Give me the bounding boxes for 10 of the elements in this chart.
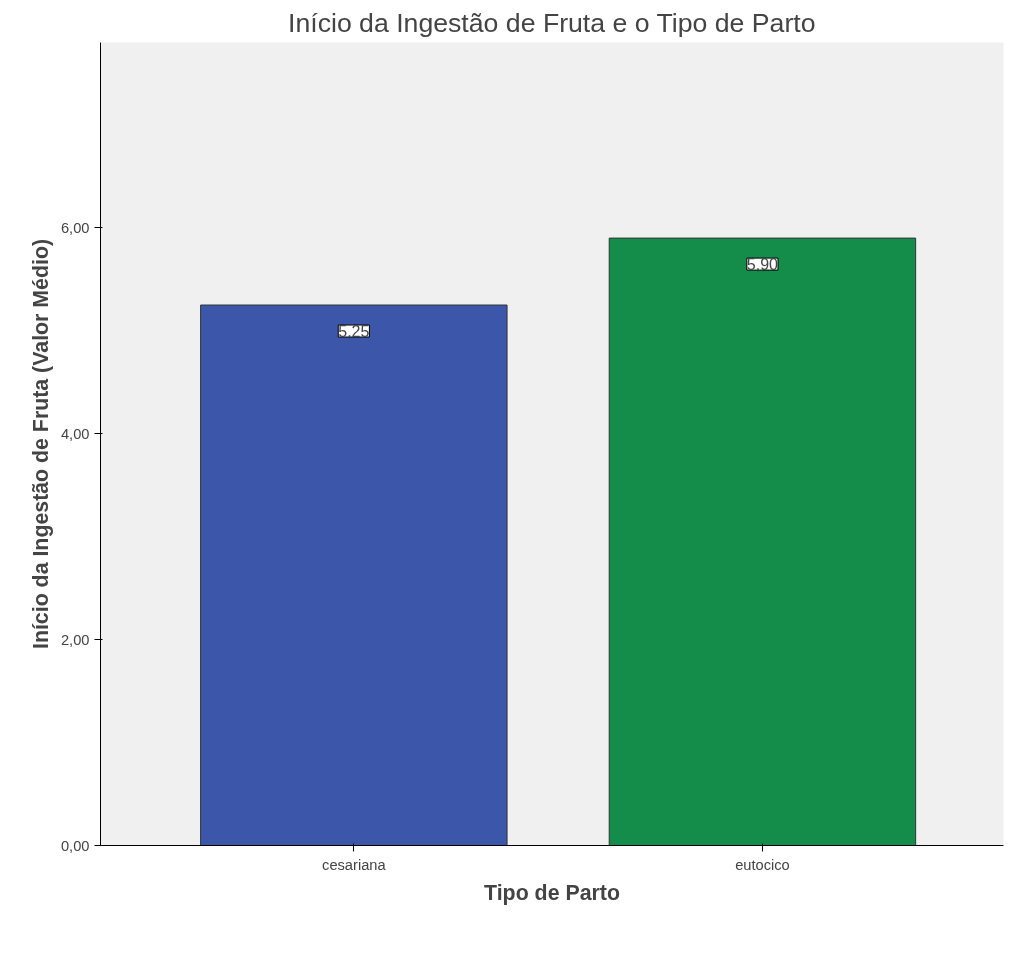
- data-label: 5,25: [338, 323, 370, 341]
- x-tick-label: eutocico: [735, 856, 790, 873]
- x-tick-label: cesariana: [322, 856, 387, 873]
- y-tick-label: 0,00: [60, 837, 90, 854]
- y-tick-label: 4,00: [60, 425, 90, 442]
- y-tick-label: 2,00: [60, 631, 90, 648]
- y-tick-label: 6,00: [60, 219, 90, 236]
- y-axis-title: Início da Ingestão de Fruta (Valor Médio): [28, 238, 53, 650]
- x-axis-title: Tipo de Parto: [484, 880, 620, 905]
- chart-title: Início da Ingestão de Fruta e o Tipo de Parto: [287, 7, 816, 38]
